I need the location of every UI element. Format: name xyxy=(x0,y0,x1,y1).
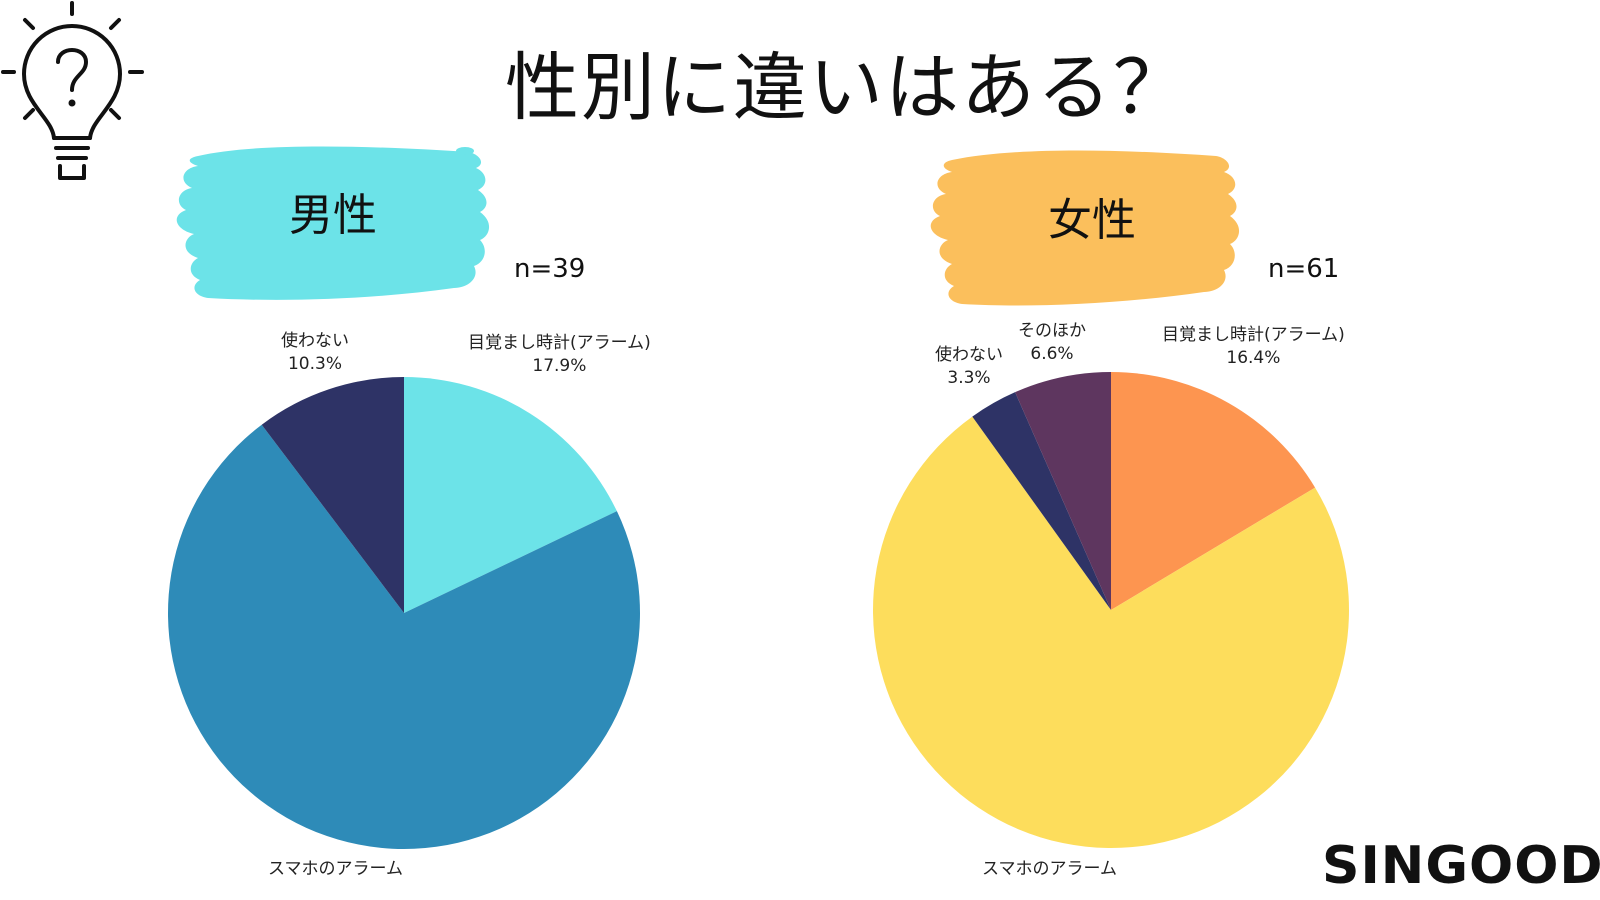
female-badge-blob xyxy=(930,150,1240,306)
brand-logo: SINGOOD xyxy=(1322,836,1600,896)
male-pie-slice-phone xyxy=(168,424,641,849)
female-label: 女性 xyxy=(1048,195,1136,246)
male-slice-value-clock: 17.9% xyxy=(532,356,587,376)
male-slice-label-none: 使わない 10.3% xyxy=(281,330,349,376)
female-slice-label-other: そのほか 6.6% xyxy=(1018,320,1086,366)
lightbulb-question-icon xyxy=(1,1,144,180)
female-slice-value-none: 3.3% xyxy=(947,368,991,388)
male-slice-name-clock: 目覚まし時計(アラーム) xyxy=(468,333,651,353)
female-n-label: n=61 xyxy=(1268,254,1340,284)
female-slice-label-none: 使わない 3.3% xyxy=(935,344,1003,390)
female-pie-slice-clock xyxy=(1111,372,1316,610)
page-title: 性別に違いはある？ xyxy=(505,45,1189,131)
female-slice-value-other: 6.6% xyxy=(1030,344,1074,364)
male-slice-name-phone: スマホのアラーム xyxy=(268,859,403,879)
female-slice-name-phone: スマホのアラーム xyxy=(982,859,1117,879)
female-slice-label-clock: 目覚まし時計(アラーム) 16.4% xyxy=(1162,324,1345,370)
female-slice-value-clock: 16.4% xyxy=(1226,348,1281,368)
male-pie-slice-clock xyxy=(404,377,617,613)
male-slice-value-none: 10.3% xyxy=(287,354,342,374)
male-label: 男性 xyxy=(289,190,377,241)
female-slice-label-phone: スマホのアラーム xyxy=(982,858,1117,881)
male-pie-slice-none xyxy=(261,377,404,613)
female-pie-slice-other xyxy=(1015,372,1111,610)
male-slice-label-clock: 目覚まし時計(アラーム) 17.9% xyxy=(468,332,651,378)
male-slice-name-none: 使わない xyxy=(281,331,349,351)
female-pie-slice-phone xyxy=(873,416,1350,848)
female-slice-name-none: 使わない xyxy=(935,345,1003,365)
female-slice-name-clock: 目覚まし時計(アラーム) xyxy=(1162,325,1345,345)
female-slice-name-other: そのほか xyxy=(1018,321,1086,341)
male-n-label: n=39 xyxy=(514,254,586,284)
female-pie-slice-none xyxy=(972,392,1111,610)
male-slice-label-phone: スマホのアラーム xyxy=(268,858,403,881)
male-badge-blob xyxy=(176,146,490,300)
